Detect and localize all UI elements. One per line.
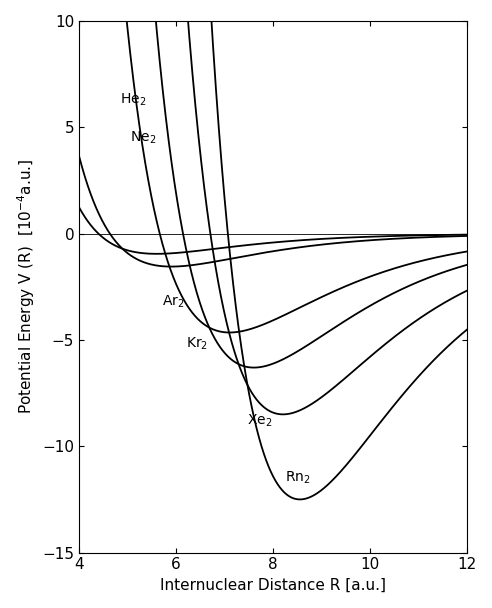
- Text: Xe$_2$: Xe$_2$: [246, 413, 272, 429]
- Y-axis label: Potential Energy V (R)  [$10^{-4}$a.u.]: Potential Energy V (R) [$10^{-4}$a.u.]: [15, 159, 37, 415]
- Text: Ne$_2$: Ne$_2$: [130, 130, 156, 146]
- Text: Kr$_2$: Kr$_2$: [186, 336, 208, 353]
- X-axis label: Internuclear Distance R [a.u.]: Internuclear Distance R [a.u.]: [160, 578, 386, 593]
- Text: He$_2$: He$_2$: [121, 91, 147, 108]
- Text: Ar$_2$: Ar$_2$: [161, 294, 184, 310]
- Text: Rn$_2$: Rn$_2$: [285, 470, 311, 486]
